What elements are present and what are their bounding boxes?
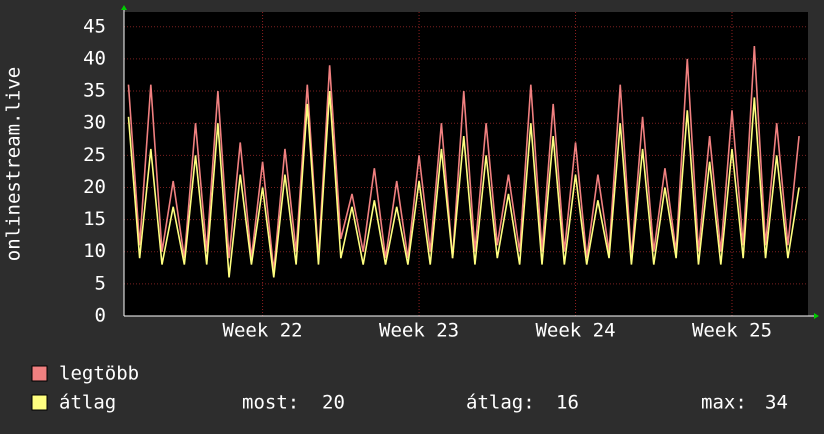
stat-value: 20 <box>322 392 345 414</box>
axis-arrow <box>121 5 127 10</box>
stat-value: 34 <box>765 392 788 414</box>
legend-swatch <box>31 365 48 382</box>
series-line <box>127 46 800 272</box>
stat-value: 16 <box>556 392 579 414</box>
y-axis-label: onlinestream.live <box>3 67 25 261</box>
series-line <box>127 90 800 278</box>
y-tick-label: 25 <box>83 144 106 166</box>
y-tick-label: 5 <box>95 272 106 294</box>
y-tick-label: 40 <box>83 47 106 69</box>
legend-swatch <box>31 394 48 411</box>
x-tick-label: Week 22 <box>223 320 303 342</box>
y-tick-label: 15 <box>83 208 106 230</box>
stat-label: most: <box>242 392 299 414</box>
y-tick-label: 20 <box>83 176 106 198</box>
stat-label: max: <box>701 392 747 414</box>
y-tick-label: 10 <box>83 240 106 262</box>
legend-label: legtöbb <box>59 363 139 385</box>
y-tick-label: 0 <box>95 305 106 327</box>
stat-label: átlag: <box>466 392 535 414</box>
y-tick-label: 30 <box>83 112 106 134</box>
legend-label: átlag <box>59 392 116 414</box>
y-tick-label: 45 <box>83 15 106 37</box>
x-tick-label: Week 23 <box>379 320 459 342</box>
x-tick-label: Week 25 <box>692 320 772 342</box>
y-tick-label: 35 <box>83 80 106 102</box>
x-tick-label: Week 24 <box>535 320 615 342</box>
axis-arrow <box>814 313 819 319</box>
